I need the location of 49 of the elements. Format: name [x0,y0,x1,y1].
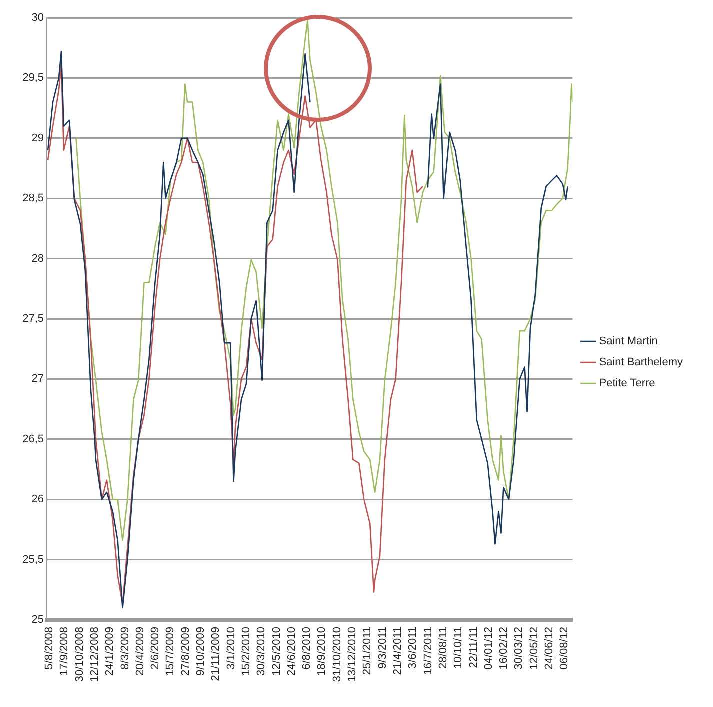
x-tick-label: 22/11/11 [468,627,480,668]
x-tick-label: 6/8/2010 [301,627,314,670]
x-tick-label: 27/8/2009 [180,627,192,676]
y-tick-label: 28,5 [22,192,44,205]
x-tick-label: 20/4/2009 [134,627,146,676]
y-tick-label: 25,5 [22,554,44,566]
x-tick-label: 16/7/2011 [422,627,434,676]
y-tick-label: 27 [32,373,44,386]
x-tick-label: 25/1/2011 [362,627,374,676]
x-tick-label: 28/08/11 [437,627,450,670]
x-tick-label: 9/10/2009 [195,627,208,676]
x-tick-label: 21/4/2011 [392,627,404,676]
x-tick-label: 30/3/2010 [256,627,268,676]
x-tick-label: 5/8/2008 [44,627,56,670]
x-tick-label: 12/12/2008 [88,627,101,682]
x-tick-label: 15/7/2009 [164,627,177,676]
x-tick-label: 06/08/12 [558,627,571,670]
x-tick-label: 30/03/12 [513,627,526,670]
y-tick-label: 27,5 [22,313,44,326]
x-tick-label: 18/9/2010 [316,627,328,676]
x-tick-label: 04/01/12 [482,627,495,670]
y-tick-label: 26,5 [22,433,44,446]
y-tick-label: 29 [32,132,44,144]
x-tick-label: 24/1/2009 [104,627,116,676]
x-tick-label: 24/6/2010 [286,627,298,676]
legend-label: Saint Barthelemy [599,356,684,369]
x-tick-label: 12/05/12 [528,627,540,670]
legend-label: Petite Terre [599,378,656,390]
x-tick-label: 17/9/2008 [58,627,71,676]
x-tick-label: 2/6/2009 [150,627,162,670]
legend-label: Saint Martin [599,336,658,348]
x-tick-label: 31/10/2010 [331,627,344,682]
x-tick-label: 8/3/2009 [119,627,132,670]
y-tick-label: 29,5 [22,72,44,84]
x-tick-label: 10/10/11 [452,627,465,670]
x-tick-label: 13/12/2010 [346,627,359,682]
x-tick-label: 16/02/12 [498,627,510,670]
x-tick-label: 9/3/2011 [376,627,389,670]
x-tick-label: 21/11/2009 [210,627,222,682]
x-tick-label: 24/06/12 [544,627,556,670]
x-tick-label: 30/10/2008 [74,627,86,682]
y-tick-label: 28 [32,252,44,265]
y-tick-label: 26 [32,494,44,506]
x-tick-label: 12/5/2010 [270,627,283,676]
x-tick-label: 3/6/2011 [407,627,420,670]
y-tick-label: 30 [32,12,44,24]
x-tick-label: 15/2/2010 [240,627,252,676]
x-tick-label: 3/1/2010 [225,627,238,670]
y-tick-label: 25 [32,614,44,626]
